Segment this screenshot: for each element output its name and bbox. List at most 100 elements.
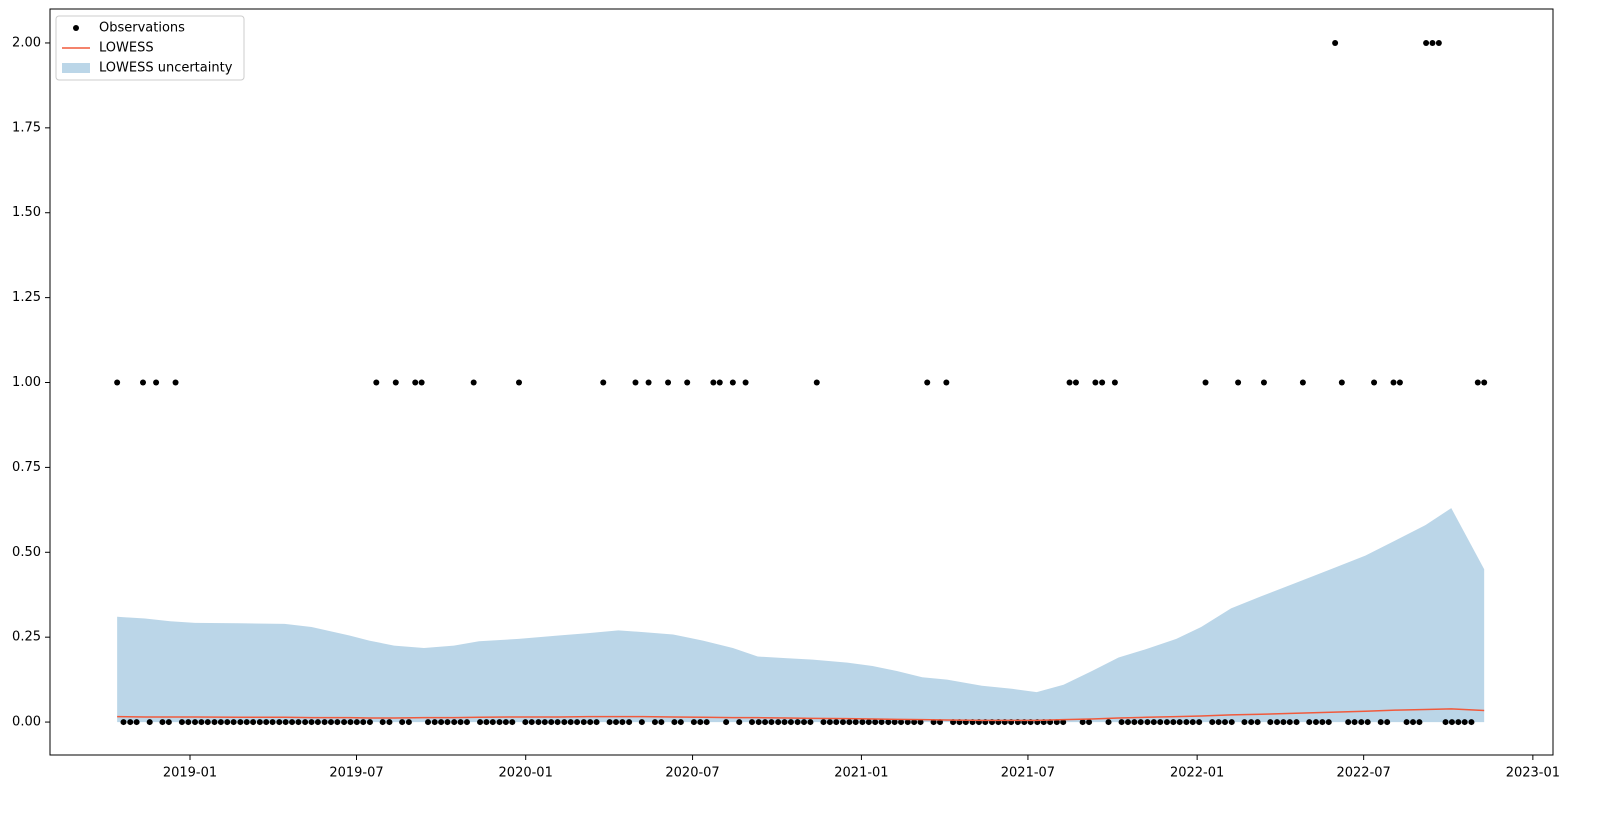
observation-point [353,719,360,726]
observation-point [256,719,263,726]
observation-point [457,719,464,726]
observation-point [911,719,918,726]
observation-point [1137,719,1144,726]
observation-point [839,719,846,726]
observation-point [794,719,801,726]
observation-point [489,719,496,726]
observation-point [204,719,211,726]
observation-point [885,719,892,726]
observation-point [820,719,827,726]
legend-label: Observations [99,21,185,36]
observation-point [1384,719,1391,726]
observation-point [665,379,672,386]
observation-point [522,719,529,726]
observation-point [561,719,568,726]
observation-point [1364,719,1371,726]
observation-point [1215,719,1222,726]
y-tick-label: 0.25 [12,630,41,645]
observation-point [697,719,704,726]
observation-point [684,379,691,386]
observation-point [768,719,775,726]
observation-point [1319,719,1326,726]
observation-point [360,719,367,726]
y-tick-label: 1.25 [12,290,41,305]
observation-point [1099,379,1106,386]
observation-point [865,719,872,726]
observation-point [1176,719,1183,726]
y-tick-label: 0.75 [12,460,41,475]
observation-point [237,719,244,726]
observation-point [1293,719,1300,726]
observation-point [295,719,302,726]
observation-point [1299,379,1306,386]
observation-point [165,719,172,726]
observation-point [399,719,406,726]
observation-point [438,719,445,726]
observation-point [1448,719,1455,726]
observation-point [282,719,289,726]
y-tick-label: 0.00 [12,715,41,730]
observation-point [626,719,633,726]
observation-point [1410,719,1417,726]
observation-point [762,719,769,726]
observation-point [1254,719,1261,726]
observation-point [1157,719,1164,726]
observation-point [1338,379,1345,386]
observation-point [1222,719,1229,726]
observation-point [269,719,276,726]
observation-point [308,719,315,726]
observation-point [1332,39,1339,46]
observation-point [1396,379,1403,386]
legend: Observations LOWESS LOWESS uncertainty [55,15,245,81]
observation-point [1196,719,1203,726]
observation-point [159,719,166,726]
observation-point [846,719,853,726]
observation-point [1286,719,1293,726]
observation-point [1461,719,1468,726]
observation-point [373,379,380,386]
observation-point [742,379,749,386]
observation-point [153,379,160,386]
observation-point [1345,719,1352,726]
observation-point [723,719,730,726]
observation-point [755,719,762,726]
observation-point [1423,39,1430,46]
y-tick-label: 1.75 [12,120,41,135]
observation-point [211,719,218,726]
observation-point [1124,719,1131,726]
observation-point [1066,379,1073,386]
observation-point [1280,719,1287,726]
observation-point [859,719,866,726]
observation-point [1183,719,1190,726]
observation-point [878,719,885,726]
observation-point [690,719,697,726]
observation-point [1358,719,1365,726]
observation-point [535,719,542,726]
observation-point [1274,719,1281,726]
observation-point [463,719,470,726]
observation-point [1312,719,1319,726]
observation-point [807,719,814,726]
observation-point [172,379,179,386]
x-tick-label: 2019-01 [163,766,217,781]
observation-point [593,719,600,726]
observation-point [418,379,425,386]
lowess-line [117,708,1485,722]
observation-point [1351,719,1358,726]
observation-point [412,379,419,386]
observation-point [813,379,820,386]
observation-point [1105,719,1112,726]
observation-point [276,719,283,726]
y-tick-label: 2.00 [12,35,41,50]
x-tick-label: 2022-01 [1170,766,1224,781]
observation-point [1072,379,1079,386]
observation-point [1468,719,1475,726]
observation-point [366,719,373,726]
observation-point [898,719,905,726]
legend-marker [73,25,79,31]
observation-point [677,719,684,726]
observation-point [250,719,257,726]
observation-point [1325,719,1332,726]
observation-point [943,379,950,386]
observation-point [192,719,199,726]
